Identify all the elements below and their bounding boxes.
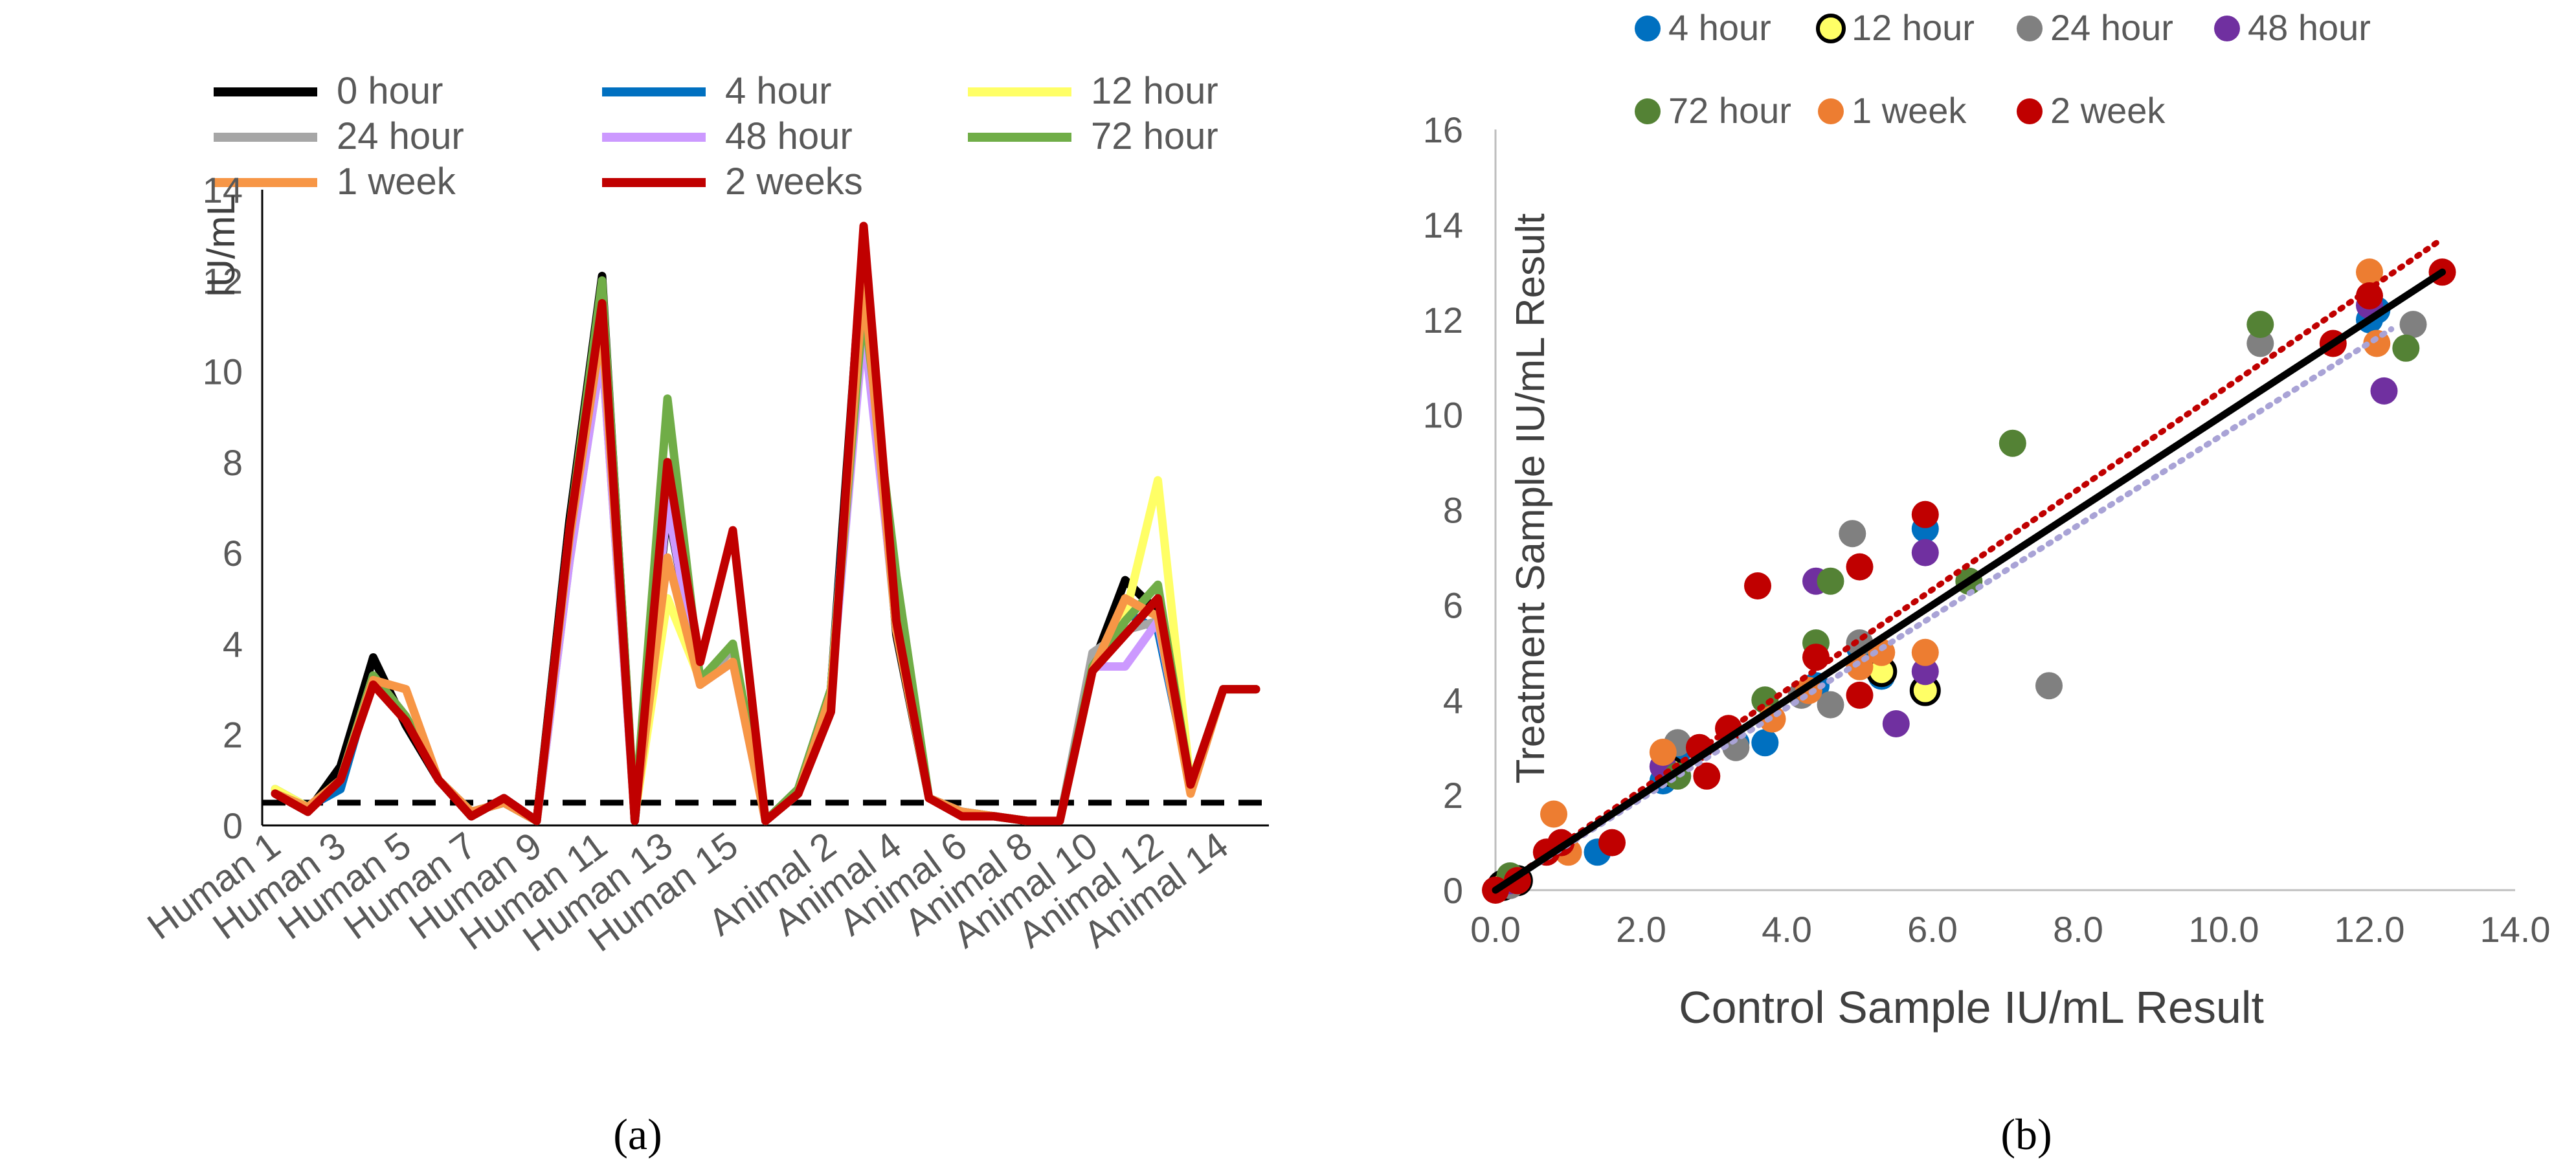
legend-label-48-hour: 48 hour [2248, 7, 2371, 48]
scatter-point-1-week [1649, 739, 1677, 766]
scatter-point-2-week [1846, 681, 1874, 709]
legend-label-4-hour: 4 hour [1668, 7, 1771, 48]
trendlines-panel-b [1492, 236, 2446, 894]
legend-label-4-hour: 4 hour [725, 70, 831, 112]
x-axis-panel-b: 0.0 2.0 4.0 6.0 8.0 10.0 12.0 14.0 [1470, 889, 2551, 950]
legend-label-2-weeks: 2 weeks [725, 161, 863, 203]
y-tick-label: 8 [1443, 490, 1463, 531]
legend-marker-1-week [1818, 98, 1844, 124]
legend-label-1-week: 1 week [1852, 90, 1967, 131]
scatter-point-24-hour [2246, 330, 2274, 357]
legend-label-72-hour: 72 hour [1668, 90, 1791, 131]
legend-marker-48-hour [2214, 16, 2240, 41]
y-tick-label: 10 [1423, 395, 1463, 436]
y-axis-title-panel-b: Treatment Sample IU/mL Result [1508, 214, 1553, 784]
scatter-point-48-hour [2370, 377, 2398, 405]
scatter-point-2-week [1744, 572, 1771, 599]
series-line-2-weeks [271, 221, 1260, 825]
legend-label-24-hour: 24 hour [337, 115, 464, 157]
y-tick-label: 0 [223, 805, 243, 846]
scatter-chart-panel-b: 4 hour 12 hour 24 hour 48 hour 72 hour 1 week… [1423, 7, 2551, 1033]
y-tick-label: 14 [1423, 205, 1463, 245]
scatter-point-2-week [1846, 553, 1874, 581]
y-tick-label: 16 [1423, 109, 1463, 150]
legend-label-24-hour: 24 hour [2050, 7, 2173, 48]
scatter-point-72-hour [1999, 429, 2026, 457]
x-tick-label: 6.0 [1907, 909, 1958, 950]
y-tick-label: 2 [1443, 775, 1463, 816]
legend-marker-2-week [2017, 98, 2043, 124]
legend-panel-a: 0 hour 4 hour 12 hour 24 hour 48 hour 72 hour… [214, 70, 1218, 203]
scatter-point-2-week [2356, 282, 2383, 309]
series-lines-panel-a [271, 221, 1260, 825]
y-tick-label: 8 [223, 442, 243, 483]
scatter-point-48-hour [1911, 539, 1939, 566]
scatter-point-72-hour [2246, 311, 2274, 339]
identity-line [1492, 268, 2446, 894]
legend-label-2-week: 2 week [2050, 90, 2166, 131]
y-tick-label: 0 [1443, 870, 1463, 911]
y-tick-label: 12 [1423, 300, 1463, 341]
legend-marker-4-hour [1635, 16, 1661, 41]
panel-a-label: (a) [613, 1110, 662, 1159]
scatter-point-2-week [1693, 762, 1721, 790]
scatter-point-2-week [1802, 644, 1830, 671]
scatter-point-1-week [2356, 258, 2383, 286]
y-tick-label: 6 [223, 533, 243, 574]
scatter-point-48-hour [1911, 658, 1939, 686]
y-axis-panel-a: 0 2 4 6 8 10 12 14 [203, 170, 263, 846]
x-tick-label: 4.0 [1762, 909, 1812, 950]
x-tick-label: 12.0 [2335, 909, 2405, 950]
scatter-point-24-hour [1817, 691, 1844, 719]
y-tick-label: 4 [1443, 680, 1463, 721]
x-tick-label: 10.0 [2189, 909, 2259, 950]
x-axis-title-panel-b: Control Sample IU/mL Result [1679, 982, 2264, 1033]
scatter-point-48-hour [1882, 710, 1910, 737]
x-tick-label: 0.0 [1470, 909, 1521, 950]
scatter-point-24-hour [2399, 311, 2427, 339]
scatter-point-4-hour [1751, 729, 1779, 757]
legend-label-48-hour: 48 hour [725, 115, 853, 157]
scatter-point-2-week [1911, 500, 1939, 528]
y-axis-title-panel-a: IU/mL [199, 194, 243, 298]
scatter-point-24-hour [2035, 672, 2063, 700]
scatter-point-2-week [1598, 829, 1626, 856]
legend-label-12-hour: 12 hour [1091, 70, 1218, 112]
trendline-2-week [1492, 236, 2445, 893]
panel-b-label: (b) [2000, 1110, 2052, 1159]
y-tick-label: 2 [223, 715, 243, 755]
x-tick-label: 2.0 [1616, 909, 1666, 950]
scatter-point-72-hour [2392, 334, 2420, 362]
y-tick-label: 12 [203, 260, 243, 301]
legend-marker-12-hour [1816, 14, 1846, 43]
y-tick-label: 10 [203, 352, 243, 392]
legend-marker-72-hour [1635, 98, 1661, 124]
legend-label-72-hour: 72 hour [1091, 115, 1218, 157]
x-tick-label: 14.0 [2480, 909, 2551, 950]
x-tick-label: 8.0 [2053, 909, 2103, 950]
legend-panel-b: 4 hour 12 hour 24 hour 48 hour 72 hour 1 week… [1635, 7, 2371, 131]
y-tick-label: 14 [203, 170, 243, 210]
y-tick-label: 4 [223, 623, 243, 664]
scatter-point-72-hour [1817, 567, 1844, 595]
scatter-point-1-week [1911, 638, 1939, 666]
legend-label-0-hour: 0 hour [337, 70, 443, 112]
scatter-point-1-week [1540, 800, 1567, 828]
legend-marker-24-hour [2017, 16, 2043, 41]
y-axis-panel-b: 0 2 4 6 8 10 12 14 16 [1423, 109, 1497, 911]
scatter-point-24-hour [1839, 520, 1866, 548]
legend-label-1-week: 1 week [337, 161, 456, 203]
legend-label-12-hour: 12 hour [1852, 7, 1975, 48]
y-tick-label: 6 [1443, 585, 1463, 625]
